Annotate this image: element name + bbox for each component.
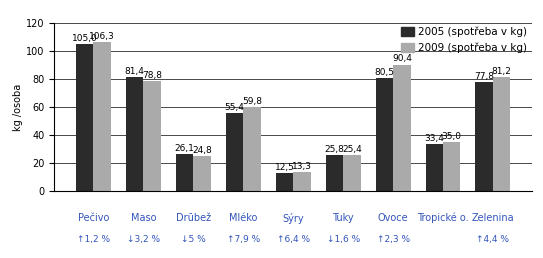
Text: ↑4,4 %: ↑4,4 % — [476, 235, 509, 244]
Y-axis label: kg /osoba: kg /osoba — [13, 83, 23, 131]
Text: ↑2,3 %: ↑2,3 % — [376, 235, 409, 244]
Bar — [426, 144, 443, 191]
Text: ↓3,2 %: ↓3,2 % — [127, 235, 160, 244]
Text: 33,4: 33,4 — [424, 134, 444, 143]
Text: ↓1,6 %: ↓1,6 % — [326, 235, 360, 244]
Text: Drūbež: Drūbež — [176, 213, 211, 223]
Text: Sýry: Sýry — [282, 213, 304, 224]
Bar — [493, 77, 510, 191]
Bar — [243, 107, 261, 191]
Text: 81,2: 81,2 — [492, 67, 512, 76]
Bar — [376, 78, 393, 191]
Text: 25,4: 25,4 — [342, 145, 362, 154]
Text: 13,3: 13,3 — [292, 162, 312, 171]
Text: Maso: Maso — [131, 213, 156, 223]
Text: 25,8: 25,8 — [325, 145, 344, 154]
Text: 81,4: 81,4 — [125, 67, 144, 76]
Text: 77,8: 77,8 — [474, 72, 494, 81]
Bar — [226, 114, 243, 191]
Text: ↑6,4 %: ↑6,4 % — [276, 235, 310, 244]
Bar — [193, 156, 211, 191]
Bar — [343, 155, 361, 191]
Bar — [326, 155, 343, 191]
Text: 26,1: 26,1 — [175, 144, 194, 153]
Text: Zelenina: Zelenina — [472, 213, 514, 223]
Text: Tuky: Tuky — [332, 213, 354, 223]
Bar — [476, 82, 493, 191]
Bar — [93, 42, 111, 191]
Bar — [393, 64, 411, 191]
Text: Tropické o.: Tropické o. — [417, 213, 469, 223]
Bar — [443, 142, 460, 191]
Text: ↑7,9 %: ↑7,9 % — [226, 235, 260, 244]
Bar — [176, 155, 193, 191]
Text: ↓5 %: ↓5 % — [181, 235, 206, 244]
Text: 78,8: 78,8 — [142, 71, 162, 80]
Text: 55,4: 55,4 — [225, 103, 244, 112]
Bar — [143, 81, 161, 191]
Bar — [76, 44, 93, 191]
Text: Pečivo: Pečivo — [78, 213, 109, 223]
Bar — [126, 77, 143, 191]
Text: ↑1,2 %: ↑1,2 % — [77, 235, 110, 244]
Text: 35,0: 35,0 — [442, 132, 462, 141]
Text: 90,4: 90,4 — [392, 54, 412, 63]
Text: 12,5: 12,5 — [275, 163, 294, 172]
Text: 106,3: 106,3 — [90, 32, 115, 41]
Text: 24,8: 24,8 — [192, 146, 212, 155]
Text: 80,5: 80,5 — [374, 68, 394, 77]
Text: Ovoce: Ovoce — [378, 213, 408, 223]
Legend: 2005 (spotřeba v kg), 2009 (spotřeba v kg): 2005 (spotřeba v kg), 2009 (spotřeba v k… — [401, 27, 527, 53]
Text: Mléko: Mléko — [229, 213, 257, 223]
Text: 59,8: 59,8 — [242, 97, 262, 106]
Text: 105,0: 105,0 — [72, 34, 98, 43]
Bar — [293, 172, 311, 191]
Bar — [276, 173, 293, 191]
